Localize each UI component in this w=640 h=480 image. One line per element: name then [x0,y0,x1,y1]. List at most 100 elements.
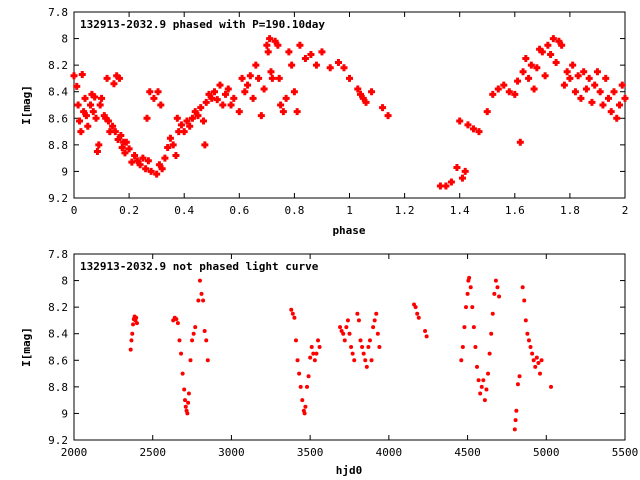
data-points [70,35,629,190]
x-tick-label: 0 [71,204,78,217]
data-point [252,61,260,69]
data-point [352,358,357,363]
data-point [104,117,112,125]
data-point [186,391,191,396]
data-point [534,355,539,360]
data-point [153,170,161,178]
data-point [208,94,216,102]
data-point [224,85,232,93]
y-tick-label: 8.4 [48,328,68,341]
data-point [544,41,552,49]
data-point [118,144,126,152]
data-point [367,338,372,343]
x-axis-label: phase [332,224,365,237]
data-point [179,351,184,356]
data-point [89,108,97,116]
data-point [307,51,315,59]
data-point [465,291,470,296]
data-point [139,154,147,162]
data-point [514,77,522,85]
data-point [539,358,544,363]
x-tick-label: 0.6 [229,204,249,217]
data-point [360,345,365,349]
data-point [74,101,82,109]
data-point [205,90,213,98]
data-point [136,161,144,169]
data-point [340,64,348,72]
data-point [413,305,418,310]
data-point [131,151,139,159]
data-point [525,74,533,82]
data-point [177,338,182,343]
data-point [113,72,121,80]
data-point [196,298,201,303]
data-point [147,167,155,175]
data-point [416,315,421,320]
data-point [172,151,180,159]
data-point [96,101,104,109]
data-point [131,322,136,327]
data-point [92,114,100,122]
data-point [621,94,629,102]
x-tick-label: 1.2 [395,204,415,217]
data-point [144,157,152,165]
data-point [128,158,136,166]
data-point [536,45,544,53]
data-point [260,85,268,93]
data-point [183,404,188,409]
data-point [326,64,334,72]
data-point [358,338,363,343]
data-point [525,331,530,336]
x-tick-label: 1 [346,204,353,217]
data-point [300,398,305,403]
data-point [81,94,89,102]
x-axis-label: hjd0 [336,464,363,477]
data-point [271,37,279,45]
x-tick-label: 3500 [297,446,324,459]
data-point [463,305,468,310]
data-point [520,285,525,290]
unphased-light-curve-chart: 132913-2032.9 not phased light curve hjd… [20,248,638,477]
data-point [241,88,249,96]
x-tick-label: 2 [622,204,629,217]
data-point [290,311,295,316]
data-point [180,371,185,376]
data-point [110,80,118,88]
plot-frame [73,11,626,199]
data-point [275,74,283,82]
data-point [453,163,461,171]
data-point [188,114,196,122]
data-point [76,117,84,125]
data-point [494,85,502,93]
data-point [188,358,193,363]
data-point [461,167,469,175]
data-point [202,98,210,106]
data-point [180,128,188,136]
y-tick-label: 8.4 [48,86,68,99]
data-point [515,382,520,387]
x-tick-label: 5500 [612,446,639,459]
data-point [164,144,172,152]
data-point [197,104,205,112]
data-point [346,74,353,82]
data-point [493,278,498,283]
data-point [309,345,314,349]
data-point [531,358,536,363]
y-tick-label: 8.6 [48,112,68,125]
data-point [201,141,209,149]
data-point [98,94,106,102]
data-point [314,351,319,356]
data-point [219,101,227,109]
chart-title: 132913-2032.9 not phased light curve [80,260,319,273]
data-point [591,81,599,89]
data-point [312,358,317,363]
data-point [87,101,95,109]
data-point [277,101,285,109]
y-tick-label: 9 [61,165,68,178]
data-point [541,72,549,80]
data-point [513,418,518,423]
data-point [185,411,190,416]
data-point [478,391,483,396]
data-point [102,114,110,122]
data-point [447,178,455,186]
